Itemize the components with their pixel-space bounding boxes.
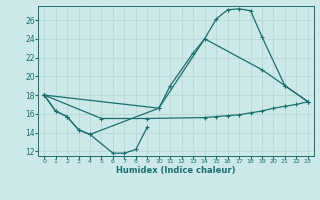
- X-axis label: Humidex (Indice chaleur): Humidex (Indice chaleur): [116, 166, 236, 175]
